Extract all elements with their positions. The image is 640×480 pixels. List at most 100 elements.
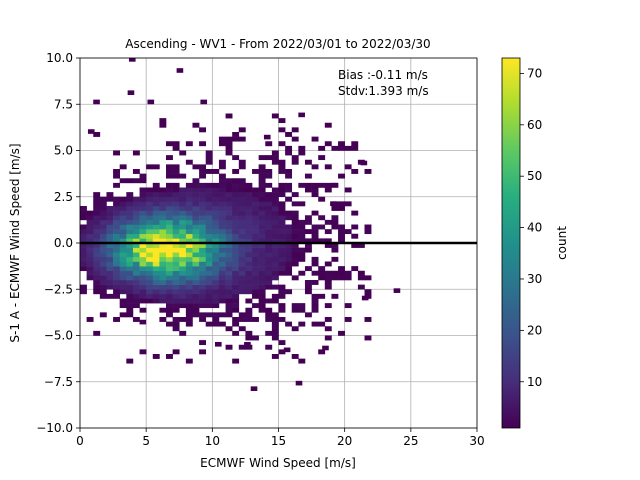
- heatmap-cell: [271, 321, 279, 327]
- heatmap-cell: [351, 266, 359, 272]
- heatmap-cell: [93, 219, 101, 225]
- heatmap-cell: [278, 210, 286, 216]
- heatmap-cell: [304, 289, 312, 295]
- heatmap-cell: [338, 238, 345, 244]
- heatmap-cell: [232, 284, 240, 290]
- heatmap-cell: [324, 275, 332, 281]
- heatmap-cell: [232, 132, 240, 137]
- heatmap-cell: [304, 312, 312, 318]
- heatmap-cell: [132, 261, 140, 267]
- heatmap-cell: [278, 206, 286, 211]
- x-tick-label: 0: [76, 434, 84, 448]
- heatmap-cell: [192, 224, 200, 230]
- heatmap-cell: [106, 261, 114, 267]
- heatmap-cell: [159, 270, 167, 276]
- heatmap-cell: [205, 247, 213, 253]
- heatmap-outlier-cell: [93, 99, 100, 105]
- heatmap-cell: [338, 224, 345, 230]
- heatmap-cell: [159, 275, 167, 281]
- heatmap-cell: [298, 247, 306, 253]
- heatmap-cell: [225, 280, 233, 285]
- heatmap-cell: [139, 219, 147, 225]
- heatmap-cell: [179, 224, 187, 230]
- heatmap-cell: [324, 187, 332, 193]
- heatmap-cell: [212, 270, 220, 276]
- heatmap-cell: [205, 312, 213, 318]
- heatmap-cell: [265, 317, 273, 322]
- heatmap-cell: [304, 219, 312, 225]
- heatmap-cell: [218, 243, 226, 248]
- heatmap-cell: [93, 215, 101, 221]
- heatmap-cell: [159, 243, 167, 248]
- heatmap-cell: [232, 224, 240, 230]
- heatmap-cell: [331, 256, 339, 262]
- heatmap-cell: [132, 233, 140, 239]
- heatmap-cell: [106, 233, 114, 239]
- heatmap-cell: [139, 224, 147, 230]
- heatmap-cell: [291, 219, 299, 225]
- heatmap-cell: [291, 354, 299, 359]
- heatmap-cell: [172, 270, 180, 276]
- heatmap-cell: [278, 247, 286, 253]
- heatmap-cell: [80, 238, 87, 244]
- heatmap-cell: [331, 275, 339, 281]
- heatmap-cell: [225, 270, 233, 276]
- heatmap-cell: [119, 284, 127, 290]
- heatmap-cell: [225, 145, 233, 151]
- heatmap-cell: [93, 229, 101, 235]
- heatmap-cell: [291, 303, 299, 309]
- heatmap-cell: [192, 312, 200, 318]
- heatmap-cell: [232, 206, 240, 211]
- heatmap-cell: [199, 261, 207, 267]
- heatmap-cell: [99, 243, 107, 248]
- heatmap-cell: [218, 293, 226, 299]
- heatmap-cell: [278, 187, 286, 193]
- heatmap-cell: [172, 307, 180, 313]
- heatmap-cell: [298, 229, 306, 235]
- heatmap-cell: [285, 150, 293, 156]
- heatmap-cell: [159, 215, 167, 221]
- heatmap-cell: [278, 141, 286, 147]
- heatmap-cell: [146, 233, 154, 239]
- heatmap-cell: [298, 224, 306, 230]
- heatmap-cell: [139, 252, 147, 258]
- heatmap-cell: [99, 238, 107, 244]
- heatmap-outlier-cell: [128, 58, 136, 62]
- heatmap-outlier-cell: [200, 99, 208, 105]
- heatmap-cell: [179, 298, 187, 304]
- heatmap-cell: [126, 206, 134, 211]
- heatmap-cell: [132, 252, 140, 258]
- heatmap-cell: [225, 293, 233, 299]
- heatmap-cell: [126, 270, 134, 276]
- heatmap-cell: [192, 182, 200, 188]
- heatmap-cell: [152, 266, 160, 272]
- heatmap-cell: [318, 349, 326, 355]
- heatmap-cell: [225, 206, 233, 211]
- heatmap-cell: [106, 196, 114, 202]
- heatmap-cell: [212, 233, 220, 239]
- heatmap-cell: [205, 275, 213, 281]
- heatmap-cell: [364, 169, 372, 174]
- heatmap-cell: [344, 275, 352, 281]
- heatmap-cell: [152, 233, 160, 239]
- heatmap-cell: [185, 215, 193, 221]
- heatmap-cell: [291, 252, 299, 258]
- x-tick-label: 20: [337, 434, 352, 448]
- heatmap-cell: [232, 298, 240, 304]
- heatmap-cell: [99, 215, 107, 221]
- heatmap-cell: [304, 238, 312, 244]
- heatmap-cell: [93, 201, 101, 207]
- heatmap-cell: [172, 293, 180, 299]
- heatmap-cell: [152, 164, 160, 170]
- heatmap-cell: [205, 187, 213, 193]
- heatmap-cell: [265, 330, 273, 336]
- heatmap-cell: [357, 275, 365, 281]
- heatmap-cell: [132, 270, 140, 276]
- heatmap-cell: [298, 201, 306, 207]
- heatmap-cell: [113, 256, 120, 262]
- heatmap-cell: [106, 270, 114, 276]
- heatmap-cell: [86, 256, 94, 262]
- heatmap-cell: [265, 224, 273, 230]
- heatmap-cell: [324, 280, 332, 285]
- heatmap-cell: [218, 164, 226, 170]
